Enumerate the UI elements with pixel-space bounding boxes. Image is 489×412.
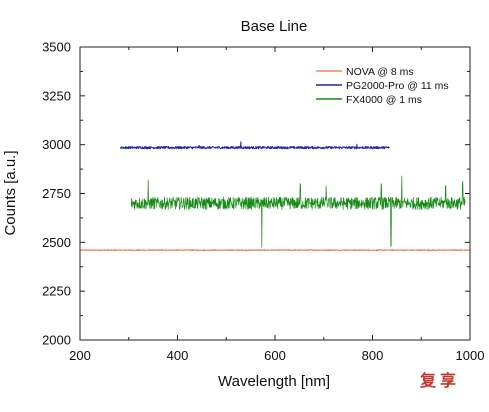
chart-title: Base Line <box>241 18 308 35</box>
y-tick-label: 3250 <box>42 88 71 103</box>
legend-label-1: NOVA @ 8 ms <box>346 66 414 78</box>
x-axis-label: Wavelength [nm] <box>218 373 330 390</box>
y-axis-label: Counts [a.u.] <box>2 150 19 235</box>
series-line-1 <box>79 249 471 252</box>
series-line-2 <box>119 141 390 150</box>
x-tick-label: 200 <box>69 348 91 363</box>
plot-layer: 200 400 600 800 1000 2000 2250 2500 2750 3000 3250… <box>42 40 484 364</box>
x-tick-label: 400 <box>167 348 189 363</box>
series-2-group <box>119 141 390 150</box>
x-tick-label: 600 <box>264 348 286 363</box>
y-tick-label: 3500 <box>42 40 71 55</box>
legend-label-2: PG2000-Pro @ 11 ms <box>346 80 449 92</box>
series-3-group <box>130 175 466 248</box>
y-tick-label: 2500 <box>42 235 71 250</box>
x-tick-label: 1000 <box>456 348 485 363</box>
y-tick-label: 2750 <box>42 186 71 201</box>
y-tick-label: 3000 <box>42 137 71 152</box>
series-line-3 <box>130 175 466 248</box>
watermark-stamp: 复享 <box>420 371 461 390</box>
legend-label-3: FX4000 @ 1 ms <box>346 94 422 106</box>
y-tick-label: 2000 <box>42 333 71 348</box>
x-tick-label: 800 <box>362 348 384 363</box>
series-1-group <box>79 249 471 252</box>
y-tick-label: 2250 <box>42 284 71 299</box>
legend: NOVA @ 8 ms PG2000-Pro @ 11 ms FX4000 @ 1 … <box>316 66 449 106</box>
